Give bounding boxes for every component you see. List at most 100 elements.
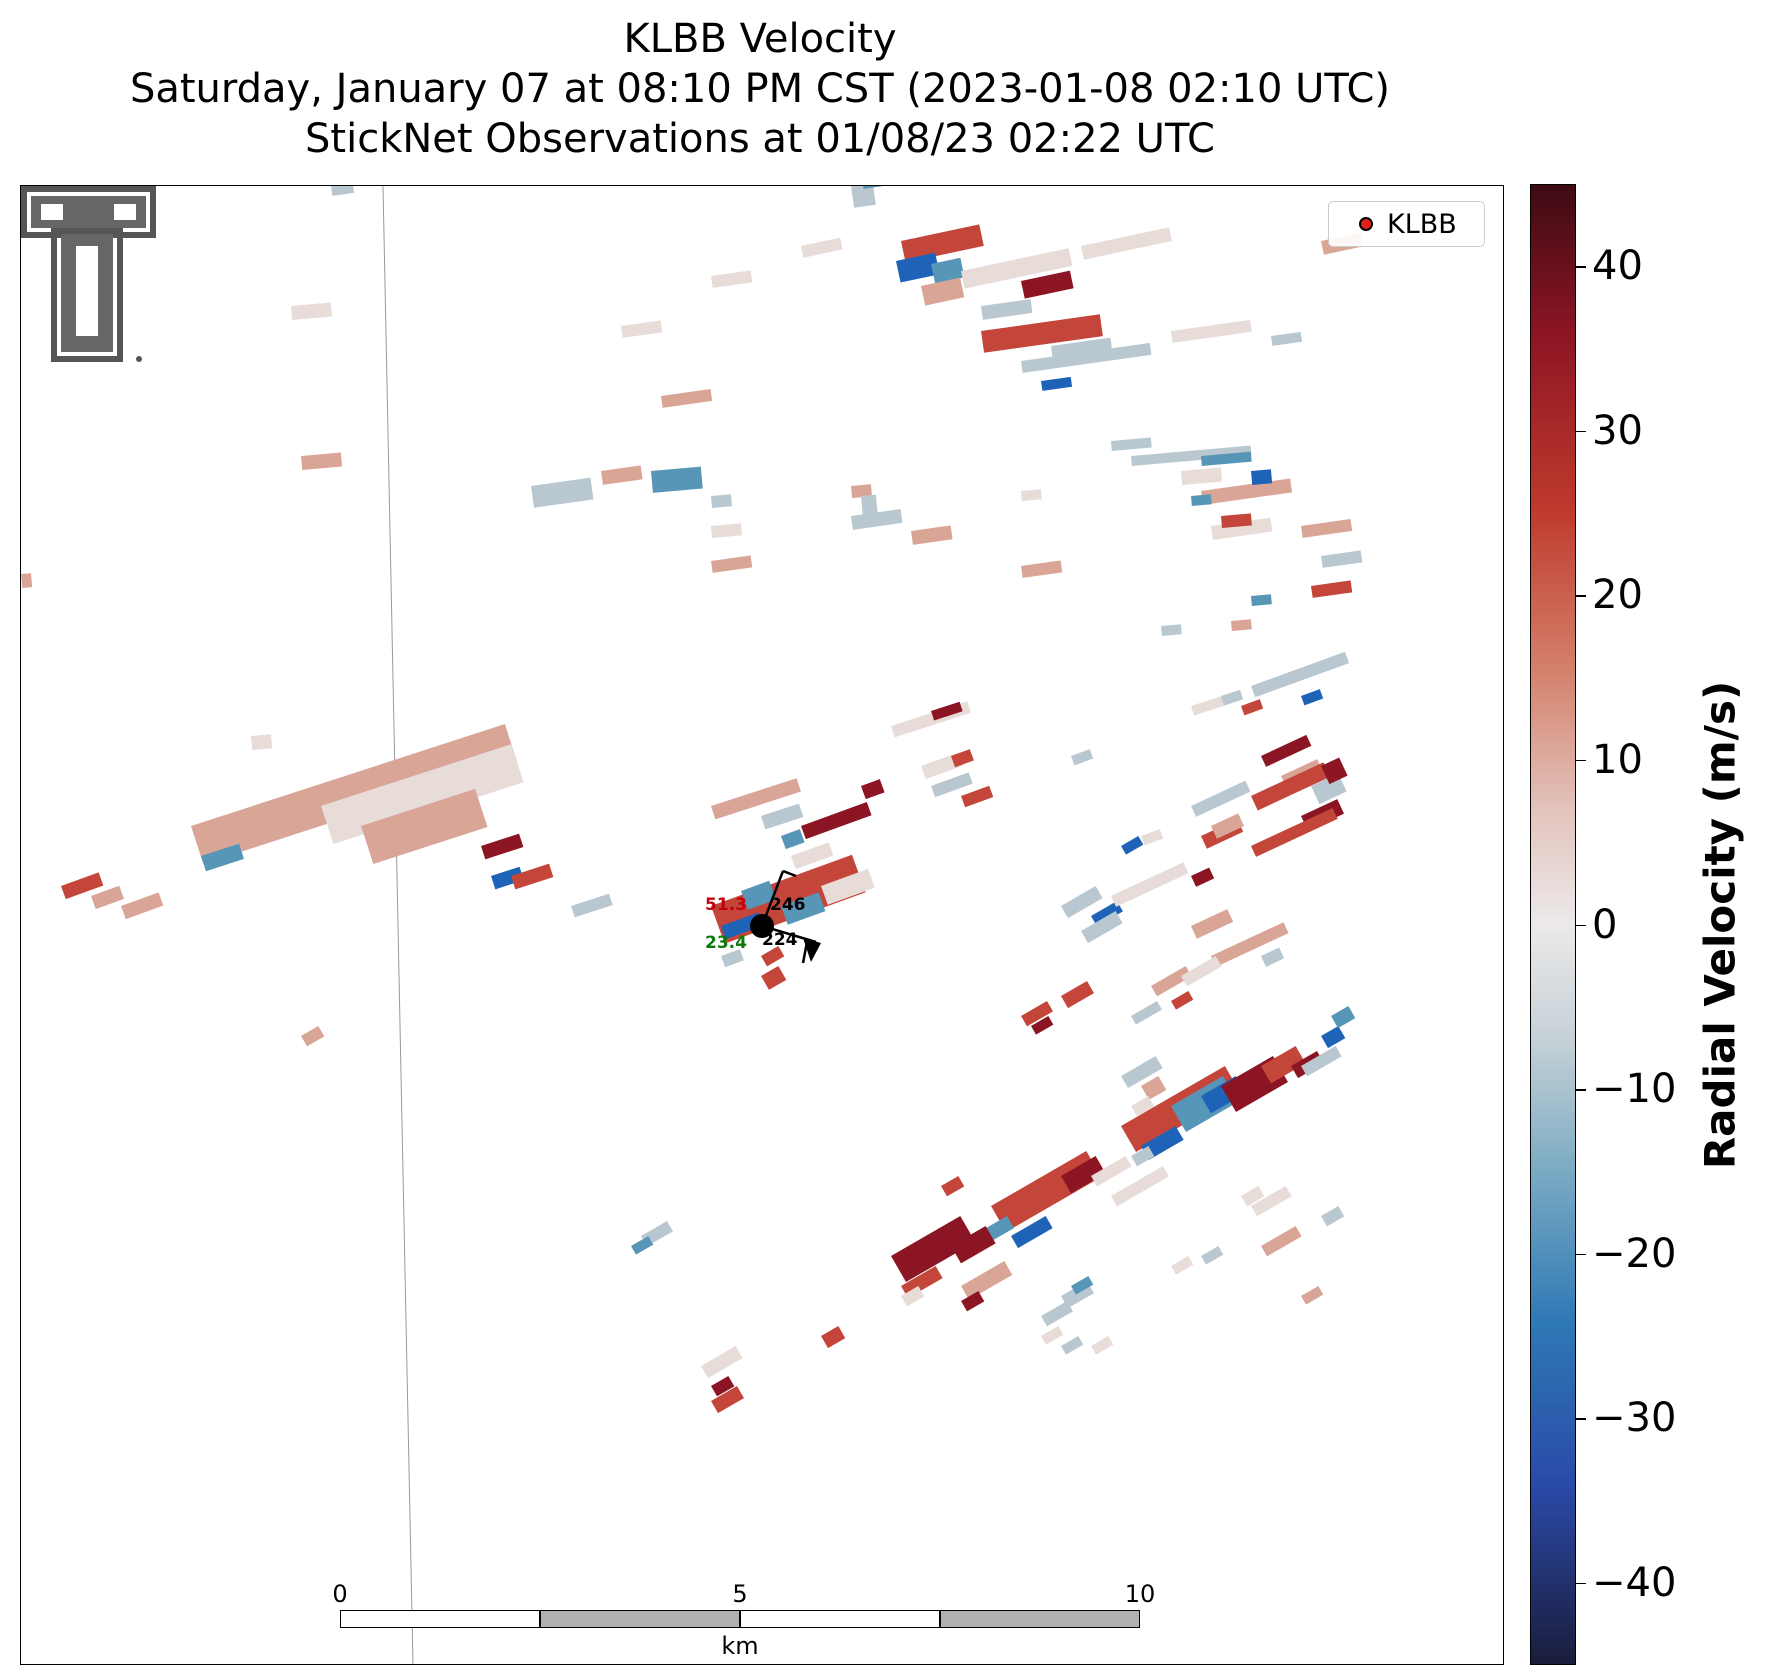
radar-gate	[721, 949, 744, 968]
radar-gate	[960, 248, 1073, 289]
radar-gate	[921, 277, 965, 306]
radar-gate	[1190, 780, 1251, 817]
radar-gate	[1331, 1006, 1356, 1029]
radar-gate	[1241, 699, 1264, 716]
radar-gate	[1171, 319, 1252, 343]
texas-tech-logo-icon	[21, 186, 156, 362]
radar-gate	[301, 1026, 325, 1047]
station-value-bottom: 224	[762, 930, 798, 950]
radar-gate	[250, 734, 273, 750]
radar-gate	[1171, 991, 1194, 1010]
radar-gate	[961, 1291, 985, 1312]
radar-gate	[760, 945, 785, 967]
radar-gate	[781, 892, 826, 925]
radar-gate	[1181, 467, 1223, 485]
radar-gate	[711, 1386, 744, 1414]
map-title: KLBB Velocity	[623, 16, 897, 62]
colorbar-tick-label: −10	[1592, 1066, 1677, 1113]
sticknet-station[interactable]	[750, 869, 821, 964]
radar-gate	[981, 314, 1103, 353]
station-temperature: 51.3	[705, 895, 747, 915]
colorbar-tick-label: 40	[1592, 243, 1643, 290]
radar-gate	[851, 186, 876, 208]
radar-gate	[1271, 331, 1303, 346]
colorbar-tick-mark	[1576, 1418, 1586, 1420]
radar-gate	[1300, 519, 1353, 538]
radar-gate	[1021, 1000, 1053, 1027]
radar-gate	[1211, 517, 1273, 540]
county-border	[382, 186, 414, 1664]
radar-gate	[201, 843, 244, 872]
radar-gate	[1301, 1286, 1324, 1305]
colorbar-tick-mark	[1576, 924, 1586, 926]
radar-gate	[1261, 734, 1312, 767]
radar-gate	[1131, 445, 1252, 466]
legend-label: KLBB	[1387, 208, 1457, 240]
map-legend: KLBB	[1328, 201, 1485, 247]
radar-velocity-field	[21, 186, 1364, 1664]
radar-gate	[821, 1326, 846, 1349]
radar-gate	[1081, 227, 1172, 260]
scale-tick-10: 10	[1124, 1580, 1156, 1608]
wind-barb-flag	[782, 869, 797, 878]
radar-gate	[760, 966, 787, 990]
radar-gate	[661, 389, 713, 408]
radar-gate	[940, 1176, 965, 1197]
radar-gate	[1031, 1016, 1054, 1035]
radar-gate	[1220, 513, 1252, 528]
radar-gate	[961, 785, 994, 808]
radar-gate	[1200, 478, 1293, 505]
radar-gate	[781, 829, 805, 850]
radar-gate	[801, 802, 872, 840]
radar-gate	[1201, 1246, 1224, 1265]
radar-gate	[741, 880, 777, 910]
radar-gate	[1051, 337, 1113, 360]
colorbar-tick-label: −40	[1592, 1559, 1677, 1606]
colorbar-tick-label: −20	[1592, 1230, 1677, 1277]
radar-gate	[711, 555, 753, 573]
radar-gate	[1311, 773, 1347, 805]
radar-gate	[1111, 1166, 1169, 1207]
radar-gate	[701, 1346, 743, 1379]
radar-gate	[861, 779, 885, 800]
radar-gate	[1251, 651, 1350, 698]
radar-gate	[1260, 1226, 1302, 1257]
radar-gate	[321, 744, 524, 845]
radar-gate	[1081, 911, 1123, 944]
radar-gate	[1260, 1046, 1306, 1084]
radar-gate	[21, 573, 33, 588]
radar-gate	[121, 892, 164, 920]
radar-gate	[571, 893, 613, 918]
radar-gate	[1231, 619, 1252, 631]
radar-gate	[1131, 1000, 1162, 1025]
colorbar	[1530, 184, 1576, 1665]
radar-gate	[790, 842, 834, 870]
radar-gate	[800, 237, 843, 258]
radar-gate	[61, 872, 104, 900]
radar-gate	[1060, 1156, 1106, 1194]
radar-gate	[1250, 1186, 1292, 1217]
scale-tick-5: 5	[732, 1580, 748, 1608]
radar-gate	[1060, 981, 1094, 1009]
radar-gate	[1091, 901, 1123, 927]
radar-gate	[1071, 1276, 1094, 1295]
radar-gate	[1311, 580, 1353, 598]
colorbar-tick-mark	[1576, 759, 1586, 762]
radar-gate	[1021, 342, 1152, 373]
colorbar-tick-mark	[1576, 430, 1586, 433]
radar-gate	[890, 1215, 976, 1282]
radar-gate	[1251, 807, 1338, 857]
scale-tick-0: 0	[332, 1580, 348, 1608]
station-value-top: 246	[770, 895, 806, 915]
radar-gate	[901, 224, 984, 263]
radar-gate	[531, 477, 594, 508]
radar-map[interactable]: KLBB	[20, 185, 1504, 1665]
colorbar-tick-mark	[1576, 1089, 1586, 1091]
radar-gate	[1200, 451, 1252, 466]
radar-gate	[930, 701, 963, 721]
radar-gate	[1011, 1216, 1053, 1249]
station-marker	[750, 914, 774, 938]
radar-gate	[901, 1286, 925, 1307]
radar-gate	[860, 494, 878, 516]
radar-gate	[1091, 1336, 1114, 1355]
